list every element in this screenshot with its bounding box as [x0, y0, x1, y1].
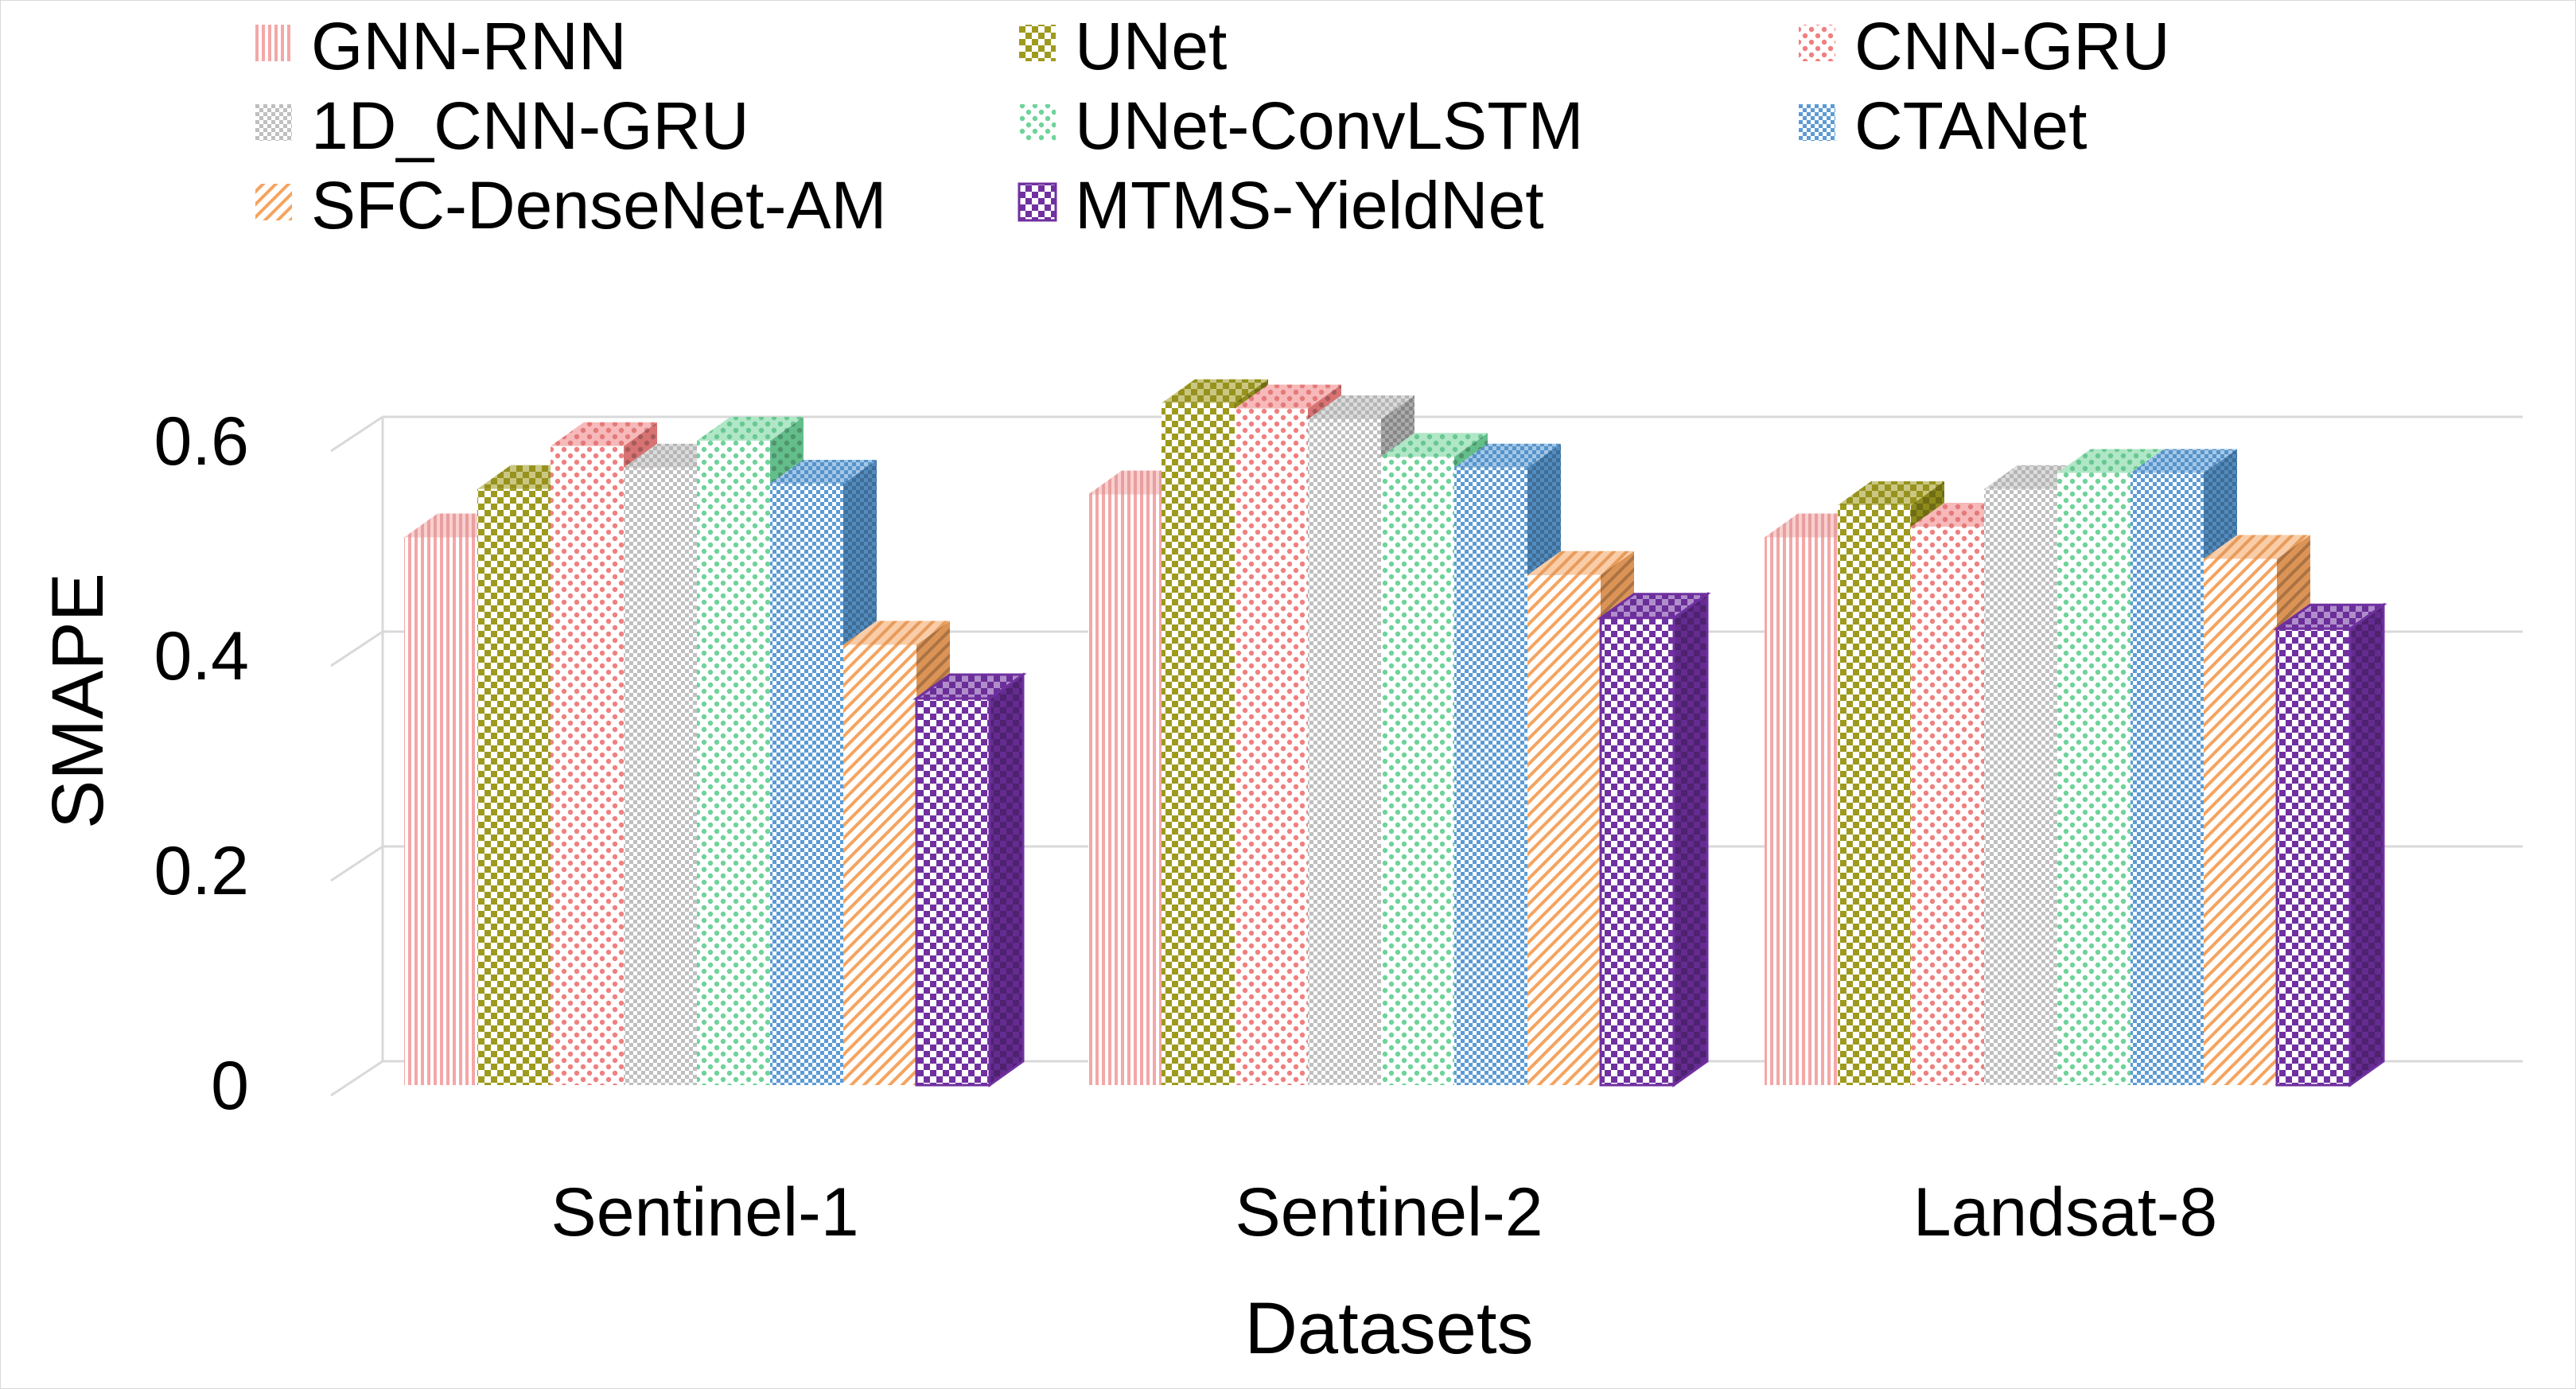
legend-swatch: [1019, 25, 1056, 61]
bar-top: [1381, 433, 1488, 457]
y-tick-label: 0.6: [154, 403, 249, 480]
grid-depth-line: [330, 1060, 383, 1097]
bar: [2273, 602, 2387, 1087]
grid-depth-line: [330, 630, 383, 667]
bar-front: [1765, 537, 1838, 1085]
x-tick-label: Sentinel-1: [551, 1174, 858, 1251]
bar-front: [1984, 488, 2057, 1085]
bar-front: [1235, 408, 1308, 1085]
x-axis-title: Datasets: [1244, 1288, 1533, 1369]
bar-top: [2057, 449, 2164, 473]
legend-label: MTMS-YieldNet: [1075, 168, 1544, 243]
legend-label: UNet-ConvLSTM: [1075, 88, 1583, 163]
bar-side: [2348, 602, 2385, 1087]
bar-group-sentinel-1: [404, 417, 1027, 1087]
y-axis-title: SMAPE: [37, 573, 119, 829]
bar-top: [1162, 379, 1268, 403]
bar-front: [477, 488, 551, 1085]
y-tick-label: 0: [211, 1048, 249, 1124]
y-tick-label: 0.2: [154, 833, 249, 909]
bar-top: [2204, 535, 2310, 559]
bar-front: [551, 445, 624, 1085]
y-tick-label: 0.4: [154, 618, 249, 694]
bar-front: [1088, 494, 1162, 1085]
legend-label: CNN-GRU: [1854, 9, 2170, 84]
legend: GNN-RNN UNet CNN-GRU 1D_CNN-GRU UNet-ConvLST…: [255, 9, 2170, 243]
bar-front: [697, 441, 770, 1085]
legend-label: GNN-RNN: [311, 9, 627, 84]
bar-front: [404, 537, 477, 1085]
legend-label: SFC-DenseNet-AM: [311, 168, 886, 243]
bar-top: [1235, 384, 1341, 409]
grid-depth-line: [330, 415, 383, 453]
legend-item: CTANet: [1799, 88, 2087, 163]
bar-front: [1162, 403, 1235, 1085]
legend-item: SFC-DenseNet-AM: [255, 168, 886, 243]
grid-depth-line: [330, 845, 383, 882]
bar-top: [1308, 395, 1414, 419]
bar: [912, 672, 1027, 1087]
legend-item: 1D_CNN-GRU: [255, 88, 749, 163]
bar-front: [1527, 574, 1601, 1085]
bar-group-sentinel-2: [1088, 379, 1711, 1087]
bar-side: [988, 672, 1025, 1087]
legend-swatch: [255, 25, 292, 61]
bar-front: [624, 467, 697, 1085]
legend-label: UNet: [1075, 9, 1227, 84]
bar-top: [697, 417, 804, 441]
legend-swatch: [1019, 104, 1056, 141]
legend-swatch: [1799, 25, 1835, 61]
bar-front: [1308, 419, 1381, 1085]
bar-front: [2275, 627, 2352, 1087]
y-axis-ticks: 0 0.2 0.4 0.6: [154, 403, 249, 1124]
bar-front: [2130, 473, 2204, 1085]
bar-top: [1527, 551, 1634, 575]
bar-top: [843, 621, 950, 645]
bar: [1308, 395, 1414, 1085]
bar-top: [770, 460, 877, 484]
legend-label: 1D_CNN-GRU: [311, 88, 749, 163]
bar-front: [1838, 505, 1911, 1085]
legend-swatch: [255, 184, 292, 220]
bar-front: [843, 644, 916, 1085]
x-axis-labels: Sentinel-1 Sentinel-2 Landsat-8: [551, 1174, 2217, 1251]
legend-swatch: [1018, 182, 1057, 222]
bar-front: [1599, 617, 1675, 1087]
legend-item: CNN-GRU: [1799, 9, 2170, 84]
bar-top: [551, 422, 657, 446]
bar-front: [1911, 527, 1984, 1085]
bar-top: [1454, 443, 1561, 468]
bar-front: [915, 697, 991, 1087]
x-tick-label: Sentinel-2: [1235, 1174, 1543, 1251]
bar-front: [2057, 473, 2130, 1085]
bar-side: [1672, 591, 1709, 1087]
bar-front: [1454, 467, 1527, 1085]
legend-label: CTANet: [1854, 88, 2087, 163]
bar: [1597, 591, 1711, 1087]
legend-item: UNet-ConvLSTM: [1019, 88, 1583, 163]
bar-front: [770, 484, 843, 1085]
legend-item: MTMS-YieldNet: [1018, 168, 1544, 243]
bars: [404, 379, 2387, 1087]
legend-swatch: [1799, 104, 1835, 141]
legend-item: GNN-RNN: [255, 9, 627, 84]
legend-item: UNet: [1019, 9, 1227, 84]
bar-top: [2130, 449, 2237, 473]
bar-front: [2204, 558, 2277, 1085]
bar-top: [1838, 481, 1944, 505]
x-tick-label: Landsat-8: [1913, 1174, 2218, 1251]
bar-group-landsat-8: [1765, 449, 2387, 1087]
bar-front: [1381, 457, 1454, 1085]
legend-swatch: [255, 104, 292, 141]
